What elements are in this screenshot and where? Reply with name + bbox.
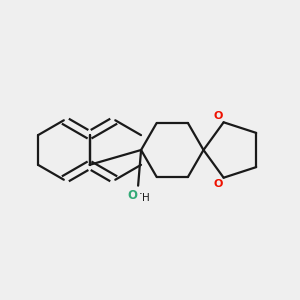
- Text: ·: ·: [139, 188, 143, 201]
- Text: H: H: [142, 193, 150, 202]
- Text: O: O: [214, 179, 223, 189]
- Text: O: O: [128, 189, 138, 202]
- Text: O: O: [214, 111, 223, 121]
